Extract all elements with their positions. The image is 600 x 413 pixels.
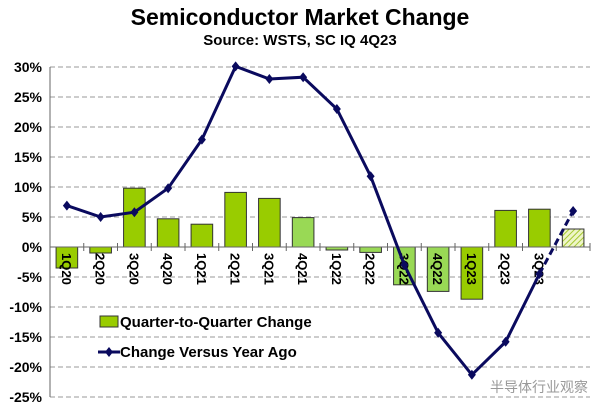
line-point <box>130 207 139 218</box>
line-point <box>569 206 578 216</box>
line-point <box>535 269 544 279</box>
bar <box>359 246 382 253</box>
legend-swatch-bar <box>99 315 119 328</box>
line-point <box>197 134 206 145</box>
line-forecast <box>538 210 575 275</box>
y-tick-label: -10% <box>9 299 42 315</box>
x-tick-label: 1Q21 <box>194 253 209 285</box>
bar <box>156 218 180 248</box>
line-point <box>96 212 105 222</box>
bar <box>190 223 214 248</box>
x-tick-label: 1Q20 <box>59 253 74 285</box>
y-tick-label: 0% <box>22 239 43 255</box>
line-point <box>467 369 476 380</box>
line-point <box>265 74 274 84</box>
bar <box>291 217 315 248</box>
y-tick-label: 25% <box>14 89 43 105</box>
line-point <box>231 61 240 72</box>
bar <box>561 228 585 248</box>
y-tick-label: 30% <box>14 59 43 75</box>
x-tick-label: 2Q23 <box>498 253 513 285</box>
line-point <box>62 200 71 211</box>
bar <box>123 187 146 248</box>
y-tick-label: 5% <box>22 209 43 225</box>
line-point <box>164 183 173 194</box>
x-tick-label: 1Q23 <box>464 253 479 285</box>
x-tick-label: 4Q21 <box>295 253 310 285</box>
legend-label: Quarter-to-Quarter Change <box>120 314 312 331</box>
x-tick-label: 1Q22 <box>329 253 344 285</box>
chart-subtitle: Source: WSTS, SC IQ 4Q23 <box>203 32 397 49</box>
y-tick-label: 10% <box>14 179 43 195</box>
line-point <box>501 336 510 347</box>
legend-label: Change Versus Year Ago <box>120 344 297 361</box>
watermark: 半导体行业观察 <box>490 379 588 395</box>
y-tick-label: 15% <box>14 149 43 165</box>
y-tick-label: -20% <box>9 359 42 375</box>
x-tick-label: 2Q21 <box>228 253 243 285</box>
line-point <box>434 327 443 338</box>
line-point <box>366 171 375 182</box>
y-tick-label: 20% <box>14 119 43 135</box>
line-point <box>299 72 308 83</box>
x-tick-label: 3Q20 <box>126 253 141 285</box>
legend-marker <box>105 347 113 357</box>
y-tick-label: -15% <box>9 329 42 345</box>
bar <box>258 197 281 248</box>
x-tick-label: 2Q22 <box>363 253 378 285</box>
chart-title: Semiconductor Market Change <box>130 4 470 30</box>
y-tick-label: -5% <box>17 269 42 285</box>
y-tick-label: -25% <box>9 389 42 405</box>
x-tick-label: 3Q23 <box>531 253 546 285</box>
x-tick-label: 2Q20 <box>93 253 108 285</box>
bar <box>528 208 551 248</box>
line-point <box>400 260 409 270</box>
bar <box>494 209 517 248</box>
x-tick-label: 3Q21 <box>261 253 276 285</box>
x-tick-label: 4Q20 <box>160 253 175 285</box>
line-point <box>332 104 341 114</box>
x-tick-label: 4Q22 <box>430 253 445 285</box>
bar <box>224 191 247 248</box>
